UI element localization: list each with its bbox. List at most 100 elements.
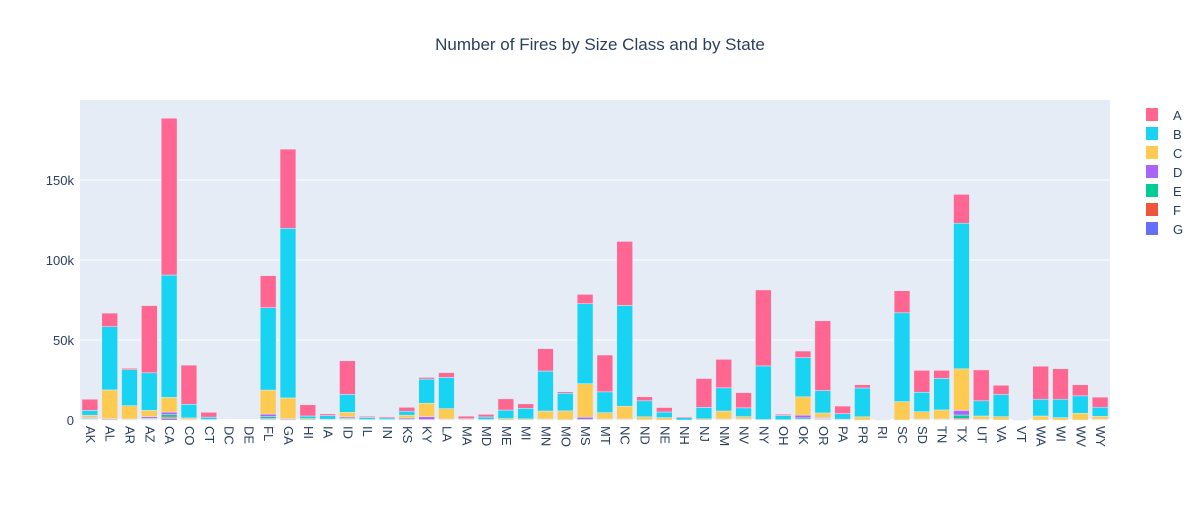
bar-C-WI xyxy=(1053,418,1069,420)
bar-B-HI xyxy=(300,416,316,419)
bar-C-SC xyxy=(894,402,910,420)
x-tick-label: FL xyxy=(261,426,276,441)
bar-A-CO xyxy=(181,365,197,404)
bar-C-CA xyxy=(161,397,177,412)
legend-swatch-E[interactable] xyxy=(1146,184,1158,197)
bar-B-MS xyxy=(577,304,593,384)
bar-A-WI xyxy=(1053,369,1069,399)
legend-swatch-B[interactable] xyxy=(1146,127,1158,140)
bar-A-GA xyxy=(280,149,296,228)
legend-label-B[interactable]: B xyxy=(1173,127,1182,142)
bar-A-NM xyxy=(716,359,732,387)
x-tick-label: TN xyxy=(935,426,950,443)
x-tick-label: NV xyxy=(737,426,752,444)
x-tick-label: OK xyxy=(796,426,811,445)
bar-C-TN xyxy=(934,410,950,419)
bar-B-KY xyxy=(419,379,435,403)
x-tick-label: SC xyxy=(895,426,910,444)
bar-C-TX xyxy=(954,369,970,411)
bar-C-ID xyxy=(339,412,355,417)
x-tick-label: AK xyxy=(83,426,98,444)
bar-A-ME xyxy=(498,399,514,410)
x-tick-label: TX xyxy=(954,426,969,443)
x-tick-label: MI xyxy=(519,426,534,440)
bar-B-WA xyxy=(1033,399,1049,416)
bar-B-LA xyxy=(439,377,455,408)
legend-swatch-C[interactable] xyxy=(1146,146,1158,159)
legend-swatch-G[interactable] xyxy=(1146,222,1158,235)
bar-A-IA xyxy=(320,414,336,416)
bar-B-PA xyxy=(835,414,851,420)
bar-A-NH xyxy=(676,417,692,418)
x-tick-label: GA xyxy=(281,426,296,445)
x-tick-label: VT xyxy=(1014,426,1029,443)
bar-B-WI xyxy=(1053,399,1069,417)
x-tick-label: VA xyxy=(994,426,1009,443)
bar-A-MI xyxy=(518,404,534,408)
bar-B-OH xyxy=(775,416,791,420)
bar-C-MT xyxy=(597,413,613,419)
bar-A-PA xyxy=(835,406,851,414)
bar-B-AL xyxy=(102,327,118,390)
bar-C-NV xyxy=(736,417,752,419)
bar-B-WY xyxy=(1092,407,1108,416)
bar-B-AZ xyxy=(141,373,157,411)
bar-B-NE xyxy=(656,412,672,418)
bar-A-TN xyxy=(934,370,950,378)
bar-A-MT xyxy=(597,355,613,392)
bar-C-AR xyxy=(122,406,138,419)
x-tick-label: AL xyxy=(103,426,118,442)
bar-A-NV xyxy=(736,393,752,408)
legend-label-G[interactable]: G xyxy=(1173,222,1183,237)
bar-A-NE xyxy=(656,408,672,412)
bar-C-KS xyxy=(399,415,415,418)
y-tick-label: 100k xyxy=(46,253,75,268)
x-tick-label: LA xyxy=(439,426,454,442)
legend-swatch-D[interactable] xyxy=(1146,165,1158,178)
legend-label-C[interactable]: C xyxy=(1173,146,1182,161)
chart-title: Number of Fires by Size Class and by Sta… xyxy=(435,35,765,54)
bar-C-WV xyxy=(1072,413,1088,420)
bar-B-IA xyxy=(320,416,336,420)
bar-C-NE xyxy=(656,418,672,420)
x-tick-label: DC xyxy=(222,426,237,445)
bar-A-UT xyxy=(973,370,989,401)
bar-A-NY xyxy=(755,290,771,366)
x-tick-label: NH xyxy=(677,426,692,445)
x-tick-label: KS xyxy=(400,426,415,444)
bar-A-NC xyxy=(617,241,633,305)
legend-label-D[interactable]: D xyxy=(1173,165,1182,180)
bar-A-CT xyxy=(201,412,217,417)
x-tick-label: NE xyxy=(657,426,672,444)
bar-A-AK xyxy=(82,399,98,410)
bar-A-NJ xyxy=(696,379,712,408)
legend-label-E[interactable]: E xyxy=(1173,184,1182,199)
bar-D-MS xyxy=(577,417,593,419)
bar-A-HI xyxy=(300,405,316,416)
bar-A-MO xyxy=(557,392,573,393)
bar-B-NY xyxy=(755,366,771,420)
bar-C-OR xyxy=(815,413,831,417)
bar-A-MS xyxy=(577,294,593,303)
x-tick-label: MA xyxy=(459,426,474,446)
x-tick-label: CO xyxy=(182,426,197,446)
bar-D-TX xyxy=(954,410,970,415)
x-tick-label: PR xyxy=(855,426,870,444)
bar-A-AZ xyxy=(141,306,157,373)
x-tick-label: IL xyxy=(360,426,375,437)
x-tick-label: NC xyxy=(618,426,633,445)
bar-C-NC xyxy=(617,406,633,419)
legend-label-F[interactable]: F xyxy=(1173,203,1181,218)
x-tick-label: IN xyxy=(380,426,395,439)
bar-B-KS xyxy=(399,411,415,415)
legend-swatch-F[interactable] xyxy=(1146,203,1158,216)
bar-A-VA xyxy=(993,385,1009,394)
bar-C-LA xyxy=(439,409,455,419)
bar-C-OK xyxy=(795,397,811,415)
bar-C-WY xyxy=(1092,416,1108,419)
legend-swatch-A[interactable] xyxy=(1146,108,1158,121)
y-tick-label: 0 xyxy=(67,413,74,428)
bar-A-IL xyxy=(359,416,375,417)
legend-label-A[interactable]: A xyxy=(1173,108,1182,123)
